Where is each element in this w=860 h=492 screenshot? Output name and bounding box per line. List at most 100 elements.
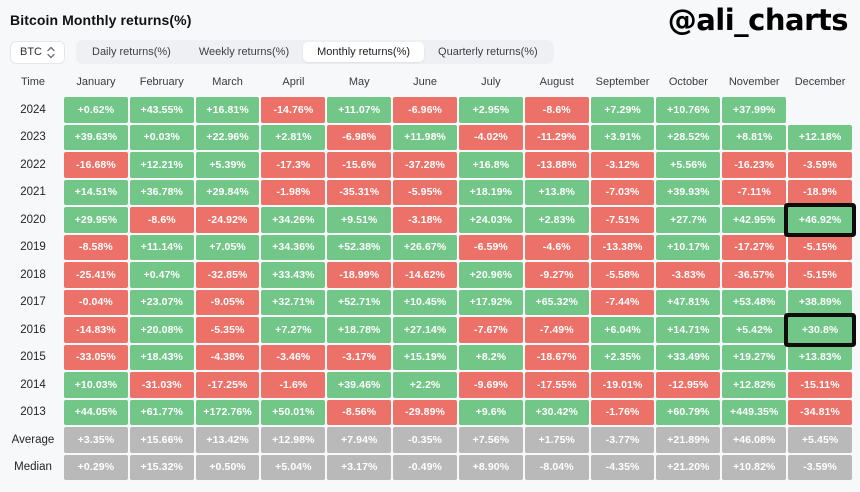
return-cell: -7.67% [458,317,523,343]
return-cell: -8.58% [64,234,128,260]
return-cell: -16.23% [722,152,787,178]
column-header-may: May [348,76,370,88]
return-cell: +10.03% [64,372,128,398]
return-cell: +1.75% [524,427,589,453]
return-cell: +24.03% [458,207,523,233]
return-cell: +9.51% [327,207,392,233]
column-header-january: January [76,76,116,88]
return-cell: +14.51% [64,179,128,205]
row-label-2023: 2023 [20,131,46,144]
return-cell: -18.99% [327,262,392,288]
return-cell: +12.98% [261,427,326,453]
return-cell: -3.12% [590,152,655,178]
column-header-december: December [794,76,846,88]
return-cell: +0.29% [64,454,128,480]
return-cell: +3.35% [64,427,128,453]
return-cell: +46.08% [722,427,787,453]
return-cell: +34.26% [261,207,326,233]
return-cell: +39.93% [656,179,721,205]
return-cell: -3.59% [788,454,852,480]
return-cell: +36.78% [129,179,194,205]
return-cell: +50.01% [261,399,326,425]
returns-tab-group: Daily returns(%) Weekly returns(%) Monthly… [76,40,554,64]
return-cell: +28.52% [656,124,721,150]
return-cell: -3.46% [261,344,326,370]
return-cell: +21.20% [656,454,721,480]
return-cell: +8.81% [722,124,787,150]
column-header-july: July [481,76,501,88]
return-cell: +17.92% [458,289,523,315]
return-cell: +7.27% [261,317,326,343]
return-cell: +16.8% [458,152,523,178]
return-cell: +2.95% [458,97,523,123]
row-label-average: Average [11,433,55,446]
return-cell: +33.43% [261,262,326,288]
return-cell: -5.58% [590,262,655,288]
return-cell: +60.79% [656,399,721,425]
return-cell: +10.17% [656,234,721,260]
return-cell: -8.6% [129,207,194,233]
return-cell: -3.83% [656,262,721,288]
tab-daily[interactable]: Daily returns(%) [92,46,171,58]
return-cell: -31.03% [129,372,194,398]
return-cell: -7.51% [590,207,655,233]
return-cell: -6.98% [327,124,392,150]
return-cell: +12.21% [129,152,194,178]
row-label-2015: 2015 [20,351,46,364]
return-cell: +7.94% [327,427,392,453]
return-cell: -4.38% [195,344,260,370]
asset-selector[interactable]: BTC [10,40,65,64]
tab-monthly[interactable]: Monthly returns(%) [303,42,425,62]
return-cell: +14.71% [656,317,721,343]
return-cell: +5.42% [722,317,787,343]
return-cell: -5.15% [788,262,852,288]
return-cell: +2.83% [524,207,589,233]
return-cell: -12.95% [656,372,721,398]
tab-quarterly[interactable]: Quarterly returns(%) [438,46,538,58]
row-label-median: Median [14,461,52,474]
return-cell: +10.76% [656,97,721,123]
return-cell: -18.9% [788,179,852,205]
row-label-2020: 2020 [20,213,46,226]
column-header-september: September [595,76,650,88]
asset-selector-value: BTC [20,46,42,58]
return-cell: -14.76% [261,97,326,123]
return-cell: -13.88% [524,152,589,178]
return-cell: +37.99% [722,97,787,123]
return-cell: -0.49% [393,454,457,480]
return-cell: +2.81% [261,124,326,150]
return-cell: +20.96% [458,262,523,288]
return-cell: +10.82% [722,454,787,480]
tab-weekly[interactable]: Weekly returns(%) [198,46,290,58]
return-cell: -17.25% [195,372,260,398]
return-cell: +7.05% [195,234,260,260]
return-cell: -13.38% [590,234,655,260]
return-cell: +449.35% [722,399,787,425]
return-cell: -4.6% [524,234,589,260]
return-cell: -8.04% [524,454,589,480]
return-cell: +18.43% [129,344,194,370]
row-label-2022: 2022 [20,158,46,171]
return-cell: +44.05% [64,399,128,425]
return-cell: -29.89% [393,399,457,425]
return-cell: -1.76% [590,399,655,425]
return-cell: +18.78% [327,317,392,343]
column-header-june: June [413,76,437,88]
row-label-2024: 2024 [20,103,46,116]
row-label-2016: 2016 [20,323,46,336]
return-cell: -17.55% [524,372,589,398]
return-cell: -9.69% [458,372,523,398]
return-cell: +34.36% [261,234,326,260]
return-cell: -14.83% [64,317,128,343]
return-cell: -37.28% [393,152,457,178]
return-cell: +18.19% [458,179,523,205]
return-cell: +32.71% [261,289,326,315]
row-label-2017: 2017 [20,296,46,309]
return-cell: -0.04% [64,289,128,315]
return-cell: +52.38% [327,234,392,260]
return-cell: +5.56% [656,152,721,178]
row-label-2013: 2013 [20,406,46,419]
return-cell: +13.83% [788,344,852,370]
return-cell: -17.3% [261,152,326,178]
return-cell: -6.59% [458,234,523,260]
